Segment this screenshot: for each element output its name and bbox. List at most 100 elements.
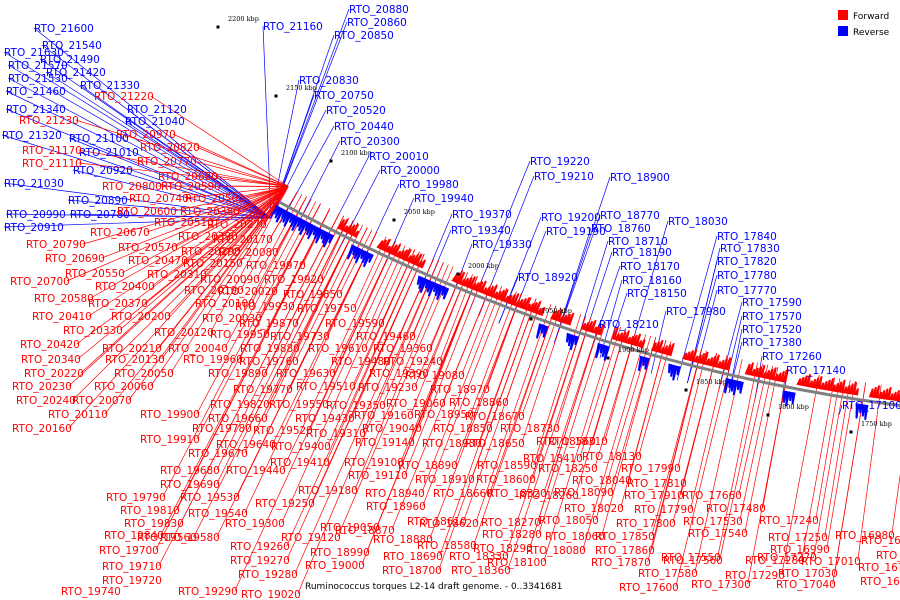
reverse-gene: [442, 287, 450, 300]
leader-line: [214, 175, 289, 187]
forward-gene-label: RTO_17600: [619, 582, 679, 594]
leader-line: [216, 227, 368, 538]
leader-line: [738, 364, 769, 496]
forward-gene-label: RTO_20060: [94, 381, 154, 393]
leader-line: [69, 213, 271, 219]
forward-gene-label: RTO_19230: [358, 382, 418, 394]
forward-gene-label: RTO_19360: [373, 343, 433, 355]
leader-line: [463, 300, 542, 522]
leader-line: [410, 272, 469, 416]
forward-gene-label: RTO_19560: [137, 532, 197, 544]
leader-line: [77, 186, 289, 360]
forward-gene-label: RTO_18670: [465, 411, 525, 423]
leader-line: [82, 186, 289, 245]
forward-gene: [489, 284, 498, 298]
forward-gene: [389, 244, 398, 256]
forward-gene-label: RTO_20100: [195, 298, 255, 310]
leader-line: [124, 120, 272, 219]
leader-line: [264, 222, 359, 419]
leader-line: [747, 368, 789, 585]
reverse-gene-label: RTO_21010: [79, 147, 139, 159]
forward-gene-label: RTO_17040: [776, 579, 836, 591]
reverse-gene: [305, 223, 314, 236]
leader-line: [72, 169, 271, 219]
reverse-gene-label: RTO_21420: [46, 67, 106, 79]
leader-line: [594, 331, 637, 469]
forward-gene-label: RTO_20700: [10, 276, 70, 288]
leader-line: [454, 293, 522, 466]
forward-gene-label: RTO_19950: [210, 329, 270, 341]
reverse-gene-label: RTO_20750: [314, 90, 374, 102]
forward-gene-label: RTO_18620: [419, 518, 479, 530]
forward-gene: [384, 245, 391, 253]
forward-gene-label: RTO_18940: [365, 488, 425, 500]
forward-gene-label: RTO_20080: [219, 247, 279, 259]
leader-line: [119, 186, 289, 331]
forward-gene: [516, 298, 524, 308]
leader-line: [196, 203, 321, 440]
forward-gene-label: RTO_18970: [430, 384, 490, 396]
reverse-gene: [441, 285, 447, 296]
forward-gene-label: RTO_17240: [759, 515, 819, 527]
reverse-gene: [427, 281, 436, 297]
forward-gene: [539, 306, 546, 316]
forward-gene-label: RTO_19520: [253, 425, 313, 437]
forward-gene-label: RTO_17990: [621, 463, 681, 475]
reverse-gene-label: RTO_21320: [2, 130, 62, 142]
forward-gene-label: RTO_19670: [188, 448, 248, 460]
forward-gene-label: RTO_19880: [240, 343, 300, 355]
forward-gene-label: RTO_19300: [225, 518, 285, 530]
forward-gene-label: RTO_16720: [876, 550, 900, 562]
forward-gene-label: RTO_18960: [366, 501, 426, 513]
reverse-gene: [789, 391, 793, 402]
forward-gene-label: RTO_19610: [308, 343, 368, 355]
leader-line: [72, 186, 289, 401]
forward-gene-label: RTO_20210: [102, 343, 162, 355]
leader-line: [337, 266, 454, 538]
forward-gene: [405, 255, 412, 263]
forward-gene-label: RTO_18890: [398, 460, 458, 472]
forward-gene: [699, 353, 706, 365]
forward-gene: [484, 286, 491, 296]
reverse-gene: [436, 284, 444, 301]
forward-gene: [352, 230, 360, 238]
leader-line: [158, 213, 340, 567]
forward-gene: [454, 272, 462, 284]
leader-line: [327, 249, 416, 447]
leader-line: [68, 137, 272, 219]
forward-gene: [625, 336, 632, 345]
forward-gene-label: RTO_18690: [383, 551, 443, 563]
forward-gene-label: RTO_18600: [476, 474, 536, 486]
reverse-gene-label: RTO_19190: [546, 226, 606, 238]
forward-gene: [533, 301, 542, 314]
forward-gene: [696, 354, 702, 364]
axis-ticks: 2200 kbp 2150 kbp 2100 kbp 2050 kbp 2000 kbp…: [216, 15, 892, 434]
forward-gene-label: RTO_19100: [344, 457, 404, 469]
forward-gene-label: RTO_19350: [326, 400, 386, 412]
leader-line: [538, 322, 606, 535]
reverse-gene-label: RTO_17820: [717, 256, 777, 268]
forward-gene: [747, 362, 754, 376]
forward-gene: [744, 363, 751, 375]
forward-gene: [397, 249, 405, 259]
reverse-gene: [321, 231, 329, 244]
forward-gene-label: RTO_20470: [128, 255, 188, 267]
forward-gene: [594, 325, 601, 335]
forward-gene: [497, 289, 506, 301]
leader-line: [3, 51, 272, 219]
forward-gene-label: RTO_17480: [706, 503, 766, 515]
forward-gene: [408, 254, 416, 264]
leader-line: [196, 146, 289, 187]
reverse-gene-label: RTO_21160: [263, 21, 323, 33]
forward-gene-label: RTO_17870: [591, 557, 651, 569]
forward-gene: [467, 276, 477, 289]
forward-gene: [828, 378, 835, 392]
forward-gene-label: RTO_18100: [487, 557, 547, 569]
reverse-gene: [672, 365, 678, 381]
forward-gene: [897, 393, 900, 402]
reverse-gene: [574, 335, 579, 346]
forward-gene-label: RTO_20030: [202, 313, 262, 325]
forward-gene-label: RTO_20220: [24, 368, 84, 380]
reverse-gene-label: RTO_17140: [786, 365, 846, 377]
